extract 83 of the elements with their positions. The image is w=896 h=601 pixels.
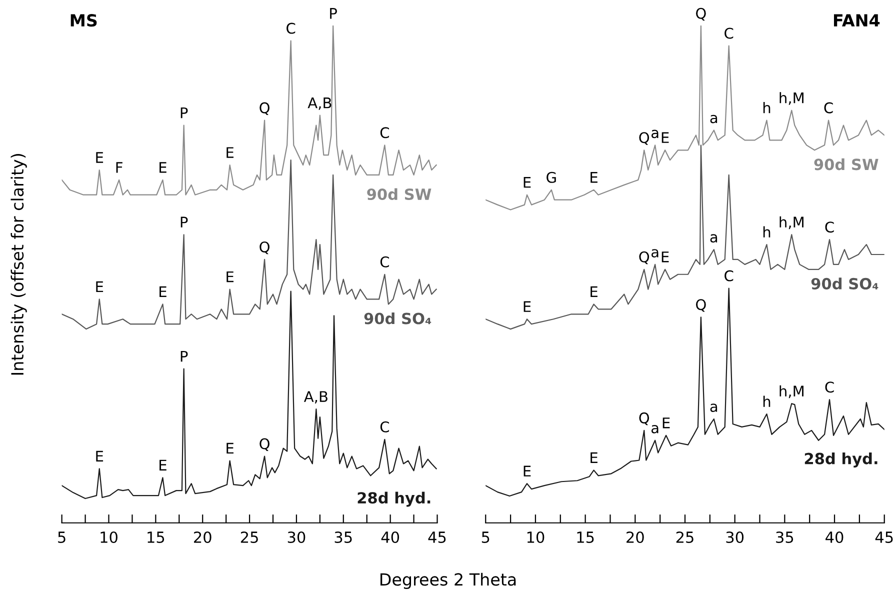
annotation: C [380, 256, 389, 268]
x-tick-label: 45 [875, 532, 893, 544]
x-tick-label: 30 [726, 531, 744, 544]
x-tick-label: 10 [100, 531, 118, 544]
annotation: Q [639, 132, 650, 145]
x-tick-label: 5 [58, 532, 66, 544]
annotation: E [662, 418, 670, 428]
annotation: E [590, 286, 598, 297]
annotation: A,B [308, 98, 332, 110]
annotation: h,M [780, 92, 804, 105]
x-tick-label: 20 [194, 531, 212, 544]
annotation: a [651, 130, 658, 138]
x-axis-title: Degrees 2 Theta [380, 572, 516, 589]
annotation: A,B [304, 391, 328, 404]
annotation: C [380, 421, 389, 432]
x-tick-label: 40 [826, 531, 844, 544]
annotation: F [116, 162, 122, 173]
annotation: C [724, 28, 734, 39]
annotation: E [96, 281, 104, 292]
annotation: G [546, 172, 556, 183]
annotation: Q [639, 251, 650, 264]
x-tick-label: 25 [676, 531, 694, 544]
annotation: E [662, 252, 669, 262]
annotation: P [180, 350, 188, 362]
annotation: E [160, 162, 166, 173]
annotation: E [96, 450, 104, 462]
annotation: Q [260, 102, 270, 115]
x-tick-label: 45 [428, 532, 446, 544]
annotation: h,M [780, 216, 804, 230]
series-label: 28d hyd. [804, 452, 878, 468]
series-label: 28d hyd. [358, 492, 430, 507]
annotation: Q [260, 438, 270, 451]
annotation: E [226, 147, 234, 158]
annotation: h [763, 396, 770, 407]
y-axis-title: Intensity (offset for clarity) [10, 154, 27, 375]
annotation: Q [260, 241, 270, 254]
annotation: C [825, 382, 834, 393]
x-tick-label: 15 [577, 532, 594, 544]
series-label: 90d SW [367, 188, 432, 200]
annotation: E [590, 452, 598, 463]
x-tick-label: 30 [288, 531, 306, 544]
x-tick-label: 15 [148, 532, 164, 544]
annotation: E [590, 172, 598, 183]
annotation: E [226, 271, 234, 282]
annotation: P [330, 8, 337, 19]
annotation: C [824, 102, 833, 114]
annotation: E [160, 460, 166, 470]
annotation: C [286, 22, 296, 34]
annotation: E [160, 286, 166, 297]
annotation: P [180, 107, 188, 118]
chart-title: FAN4 [834, 14, 880, 26]
annotation: E [226, 442, 234, 454]
annotation: a [651, 249, 658, 258]
x-tick-label: 20 [626, 531, 644, 544]
x-tick-label: 5 [482, 532, 490, 544]
series-label: 90d SW [814, 158, 878, 170]
x-tick-label: 35 [334, 531, 352, 544]
annotation: a [710, 234, 718, 243]
annotation: P [180, 216, 188, 228]
annotation: E [524, 177, 531, 188]
annotation: Q [696, 299, 706, 312]
x-tick-label: 35 [776, 531, 794, 544]
annotation: a [651, 425, 658, 434]
annotation: a [710, 404, 718, 412]
chart-title: MS [70, 14, 97, 27]
annotation: E [96, 152, 104, 163]
x-tick-label: 10 [527, 531, 544, 544]
x-tick-label: 25 [240, 531, 258, 544]
annotation: E [524, 301, 531, 312]
annotation: E [662, 132, 669, 143]
annotation: Q [696, 8, 706, 21]
x-tick-label: 40 [381, 531, 400, 544]
annotation: E [524, 466, 531, 476]
annotation: h [763, 102, 770, 114]
annotation: Q [639, 412, 650, 426]
series-label: 90d SO₄ [811, 278, 878, 290]
annotation: h [763, 226, 770, 238]
annotation: C [724, 270, 734, 282]
annotation: a [710, 114, 718, 124]
annotation: C [380, 127, 389, 138]
series-label: 90d SO₄ [364, 312, 432, 324]
annotation: C [825, 222, 834, 233]
annotation: h,M [780, 385, 804, 398]
